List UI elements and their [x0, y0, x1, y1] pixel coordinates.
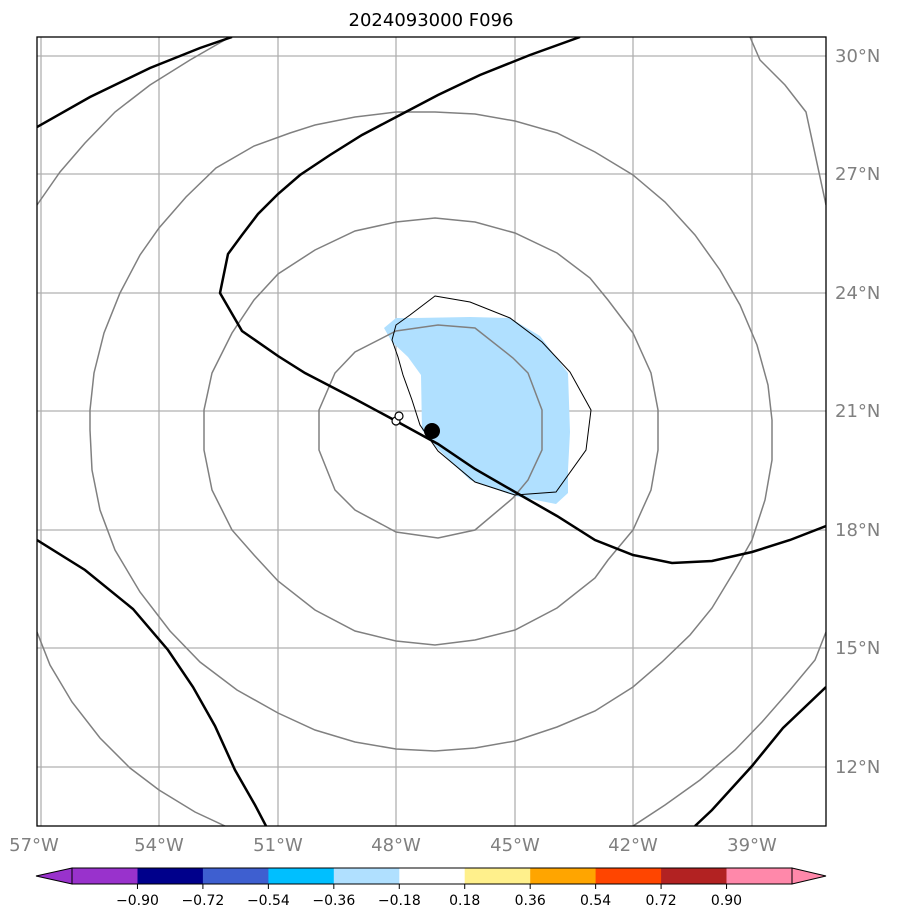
thick-contour-main	[37, 37, 826, 565]
colorbar-segment	[399, 868, 466, 884]
colorbar-segment	[595, 868, 662, 884]
lon-label: 42°W	[608, 835, 658, 856]
colorbar-tick-label: 0.72	[646, 893, 677, 909]
colorbar-segment	[268, 868, 335, 884]
colorbar-tick-label: −0.36	[312, 893, 355, 909]
figure-title: 2024093000 F096	[349, 10, 514, 31]
lon-tick-labels: 57°W 54°W 51°W 48°W 45°W 42°W 39°W	[9, 835, 777, 856]
shaded-negative-region	[384, 317, 570, 504]
lat-label: 15°N	[835, 638, 880, 659]
pressure-contour-6	[749, 37, 826, 206]
storm-center-marker	[424, 423, 440, 439]
pressure-contours	[37, 37, 826, 826]
pressure-contour-2	[203, 217, 659, 646]
lat-label: 30°N	[835, 46, 880, 67]
lon-label: 54°W	[134, 835, 184, 856]
pressure-contour-7	[632, 631, 826, 826]
thick-contours	[37, 37, 826, 826]
lat-label: 12°N	[835, 757, 880, 778]
colorbar-extend-low	[35, 867, 73, 885]
storm-markers	[391, 411, 440, 439]
gridlines	[37, 37, 826, 826]
pressure-contour-1	[318, 324, 543, 539]
lat-label: 21°N	[835, 401, 880, 422]
lon-label: 57°W	[9, 835, 59, 856]
track-symbol-icon	[394, 411, 404, 421]
thick-contour-southwest	[37, 538, 268, 826]
colorbar-tick-label: −0.54	[247, 893, 290, 909]
map-frame	[36, 36, 827, 827]
colorbar-segment	[202, 868, 269, 884]
colorbar-tick-label: −0.18	[378, 893, 421, 909]
colorbar-segment	[72, 868, 138, 884]
colorbar-segment	[530, 868, 597, 884]
colorbar-segment	[333, 868, 400, 884]
lat-label: 24°N	[835, 283, 880, 304]
colorbar-tick-label: −0.72	[181, 893, 224, 909]
lon-label: 51°W	[253, 835, 303, 856]
colorbar-segment	[661, 868, 728, 884]
map-area	[36, 36, 827, 827]
colorbar-segment	[464, 868, 531, 884]
colorbar: −0.90 −0.72 −0.54 −0.36 −0.18 0.18 0.36 0.54 0.7…	[35, 867, 827, 909]
colorbar-tick-label: −0.90	[116, 893, 159, 909]
lat-tick-labels: 30°N 27°N 24°N 21°N 18°N 15°N 12°N	[835, 46, 880, 778]
thin-contour	[391, 295, 592, 496]
colorbar-tick-label: 0.18	[449, 893, 480, 909]
thick-contour-southeast	[694, 686, 826, 826]
colorbar-frame	[71, 867, 793, 885]
lon-label: 39°W	[727, 835, 777, 856]
lon-label: 48°W	[371, 835, 421, 856]
pressure-contour-5	[37, 631, 226, 826]
pressure-contour-3	[89, 111, 773, 752]
lat-label: 27°N	[835, 164, 880, 185]
lat-label: 18°N	[835, 520, 880, 541]
colorbar-segment	[726, 868, 793, 884]
colorbar-tick-label: 0.90	[711, 893, 742, 909]
colorbar-segment	[137, 868, 204, 884]
colorbar-tick-label: 0.54	[580, 893, 611, 909]
colorbar-extend-high	[791, 867, 827, 885]
lon-label: 45°W	[490, 835, 540, 856]
pressure-contour-4	[37, 37, 231, 206]
colorbar-tick-label: 0.36	[515, 893, 546, 909]
